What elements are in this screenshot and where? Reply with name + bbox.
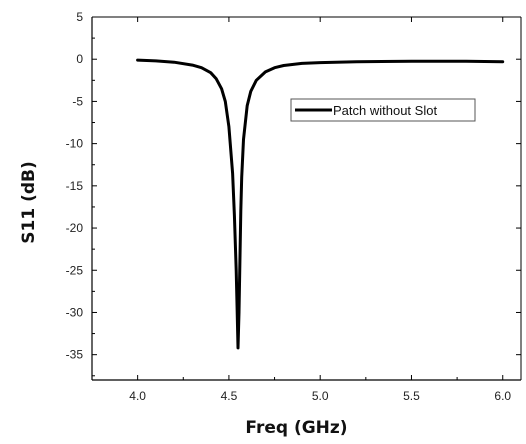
legend-box xyxy=(290,98,476,122)
y-tick-label: 0 xyxy=(76,52,83,66)
legend-label: Patch without Slot xyxy=(333,103,437,118)
series-area xyxy=(136,58,505,350)
y-tick-label: -25 xyxy=(66,263,84,277)
x-tick-label: 5.0 xyxy=(312,389,329,403)
series-line-patch-without-slot xyxy=(136,58,505,350)
y-tick-label: -35 xyxy=(66,348,84,362)
legend: Patch without Slot xyxy=(290,98,476,122)
x-axis: 4.0 4.5 5.0 5.5 6.0 xyxy=(91,17,511,403)
x-tick-label: 4.5 xyxy=(221,389,238,403)
x-axis-title: Freq (GHz) xyxy=(245,418,347,438)
plot-area xyxy=(91,16,522,381)
x-tick-label: 5.5 xyxy=(403,389,420,403)
y-tick-label: -10 xyxy=(66,137,84,151)
x-tick-label: 4.0 xyxy=(129,389,146,403)
x-tick-label: 6.0 xyxy=(494,389,511,403)
y-tick-label: -15 xyxy=(66,179,84,193)
y-tick-label: -30 xyxy=(66,305,84,319)
y-axis: 5 0 -5 -10 -15 -20 -25 -30 -35 xyxy=(66,10,521,377)
y-axis-title: S11 (dB) xyxy=(19,161,39,244)
y-tick-label: -20 xyxy=(66,221,84,235)
y-tick-label: 5 xyxy=(76,10,83,24)
y-tick-label: -5 xyxy=(72,94,83,108)
